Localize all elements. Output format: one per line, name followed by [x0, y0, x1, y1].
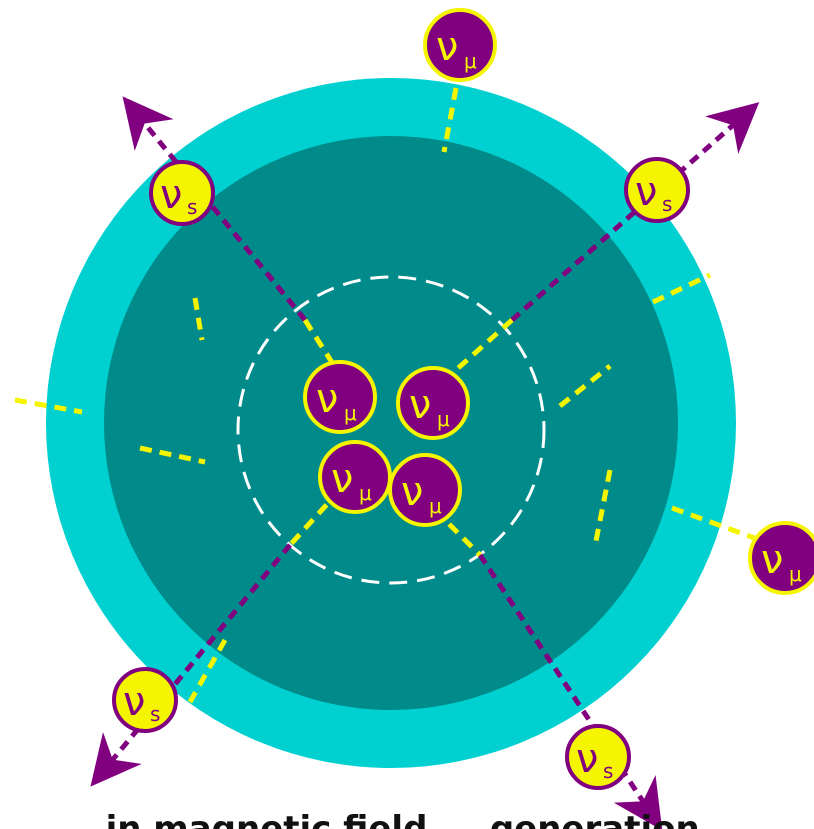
- svg-text:μ: μ: [344, 401, 357, 425]
- svg-text:ν: ν: [576, 736, 598, 782]
- svg-text:s: s: [662, 192, 672, 216]
- svg-text:s: s: [150, 702, 160, 726]
- svg-text:ν: ν: [401, 469, 423, 515]
- inner-core: [104, 136, 678, 710]
- nu-mu-center-4: ν μ: [388, 453, 462, 527]
- svg-text:s: s: [187, 195, 197, 219]
- yellow-dashes: [14, 87, 761, 704]
- nu-mu-center-3: ν μ: [318, 440, 392, 514]
- svg-text:ν: ν: [160, 172, 182, 218]
- nu-s-lower-left: ν s: [112, 667, 178, 733]
- svg-text:μ: μ: [429, 494, 442, 518]
- nu-s-upper-right: ν s: [624, 157, 690, 223]
- nu-mu-right: ν μ: [748, 521, 814, 595]
- nu-mu-top: ν μ: [423, 8, 497, 82]
- svg-text:ν: ν: [316, 376, 338, 422]
- svg-text:ν: ν: [436, 24, 458, 70]
- svg-text:μ: μ: [789, 562, 802, 586]
- nu-mu-center-1: ν μ: [303, 360, 377, 434]
- svg-text:μ: μ: [437, 407, 450, 431]
- trajectory-upper-right: [510, 102, 760, 322]
- svg-text:ν: ν: [331, 456, 353, 502]
- inner-boundary-dashed: [236, 275, 546, 585]
- svg-text:ν: ν: [123, 679, 145, 725]
- caption-cropped: ... in magnetic field ... generation ...: [55, 809, 751, 829]
- nu-s-upper-left: ν s: [149, 160, 215, 226]
- svg-text:μ: μ: [359, 481, 372, 505]
- trajectory-upper-left: [122, 96, 307, 322]
- svg-text:ν: ν: [635, 169, 657, 215]
- nu-mu-center-2: ν μ: [396, 366, 470, 440]
- svg-text:μ: μ: [464, 49, 477, 73]
- svg-text:s: s: [603, 759, 613, 783]
- svg-text:ν: ν: [409, 382, 431, 428]
- nu-s-lower-right: ν s: [565, 724, 631, 790]
- svg-text:ν: ν: [761, 537, 783, 583]
